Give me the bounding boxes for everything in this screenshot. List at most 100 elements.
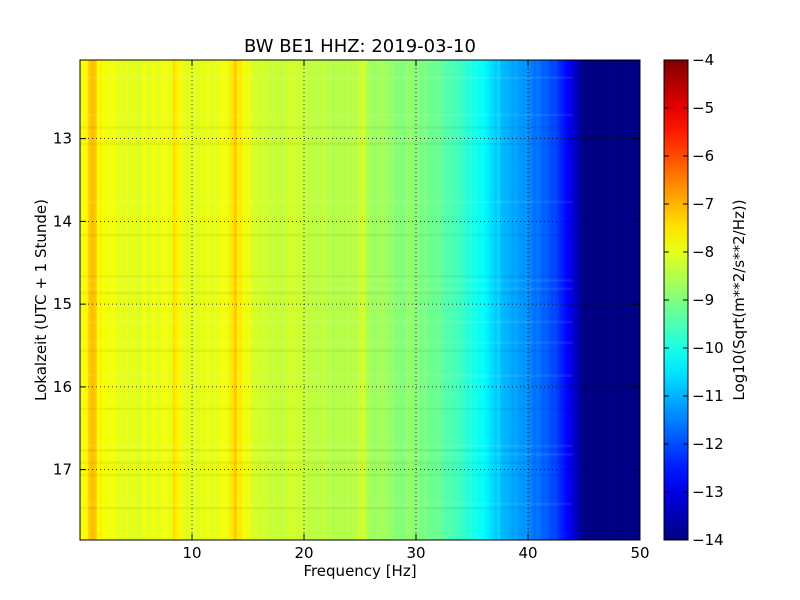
y-tick-label: 13	[53, 130, 72, 148]
heatmap-row-band	[80, 444, 573, 448]
heatmap-cell	[206, 60, 210, 540]
heatmap-cell	[483, 60, 487, 540]
colorbar-tick-label: −11	[692, 387, 724, 405]
heatmap-row-band	[80, 502, 573, 506]
heatmap-cell	[292, 60, 297, 540]
heatmap-cell	[623, 60, 627, 540]
heatmap-cell	[105, 60, 109, 540]
heatmap-cell	[228, 60, 232, 540]
heatmap-cell	[371, 60, 375, 540]
heatmap-cell	[214, 60, 218, 540]
heatmap-cell	[200, 60, 204, 540]
heatmap-row-band	[80, 453, 573, 456]
heatmap-cell	[295, 60, 299, 540]
colorbar-tick-label: −6	[692, 147, 714, 165]
heatmap-row-band	[80, 291, 573, 295]
colorbar-tick-label: −9	[692, 291, 714, 309]
y-tick-label: 14	[53, 212, 72, 230]
heatmap-cell	[152, 60, 157, 540]
heatmap-row-band	[80, 200, 573, 204]
heatmap-cell	[637, 60, 640, 540]
heatmap-cell	[332, 60, 336, 540]
heatmap-cell	[460, 60, 465, 540]
heatmap-cell	[634, 60, 638, 540]
heatmap-cell	[122, 60, 126, 540]
heatmap-cell	[334, 60, 339, 540]
heatmap-cell	[435, 60, 439, 540]
colorbar-tick-label: −4	[692, 51, 714, 69]
heatmap-row-band	[80, 374, 573, 377]
heatmap-cell	[528, 60, 532, 540]
heatmap-cell	[402, 60, 406, 540]
heatmap-cell	[329, 60, 333, 540]
heatmap-cell	[416, 60, 420, 540]
colorbar-ticks: −4 −5 −6 −7 −8 −9 −10 −11 −12 −13 −14	[664, 51, 724, 549]
heatmap-cell	[144, 60, 148, 540]
heatmap-cell	[183, 60, 187, 540]
heatmap-cell	[631, 60, 635, 540]
heatmap-cell	[315, 60, 319, 540]
heatmap-cell	[119, 60, 123, 540]
heatmap-cell	[208, 60, 213, 540]
heatmap-row-band	[80, 113, 573, 117]
chart-title: BW BE1 HHZ: 2019-03-10	[244, 36, 476, 57]
heatmap-cell	[564, 60, 568, 540]
heatmap-cell	[102, 60, 106, 540]
heatmap-cell	[169, 60, 173, 540]
y-tick-label: 15	[53, 295, 72, 313]
heatmap-cell	[505, 60, 509, 540]
heatmap-row-band	[80, 341, 573, 344]
heatmap-cell	[413, 60, 417, 540]
heatmap-cell	[612, 60, 616, 540]
y-tick-label: 17	[53, 461, 72, 479]
heatmap-cell	[567, 60, 571, 540]
y-axis-label: Lokalzeit (UTC + 1 Stunde)	[32, 199, 50, 401]
y-tick-label: 16	[53, 378, 72, 396]
heatmap-row-band	[80, 506, 573, 510]
heatmap-columns	[80, 60, 640, 540]
heatmap-cell	[354, 60, 358, 540]
heatmap-row-band	[80, 126, 573, 129]
heatmap-cell	[558, 60, 563, 540]
plot-area	[80, 60, 640, 540]
heatmap-cell	[253, 60, 257, 540]
heatmap-cell	[547, 60, 551, 540]
heatmap-cell	[620, 60, 624, 540]
heatmap-cell	[304, 60, 308, 540]
heatmap-cell	[309, 60, 313, 540]
heatmap-cell	[362, 60, 367, 540]
heatmap-cell	[519, 60, 523, 540]
heatmap-cell	[178, 60, 182, 540]
heatmap-cell	[110, 60, 115, 540]
heatmap-cell	[175, 60, 179, 540]
heatmap-cell	[284, 60, 288, 540]
heatmap-cell	[511, 60, 515, 540]
heatmap-cell	[225, 60, 229, 540]
heatmap-cell	[351, 60, 355, 540]
heatmap-cell	[480, 60, 484, 540]
heatmap-cell	[522, 60, 526, 540]
heatmap-cell	[312, 60, 316, 540]
heatmap-cell	[281, 60, 285, 540]
heatmap-cell	[138, 60, 143, 540]
heatmap-cell	[276, 60, 280, 540]
heatmap-row-band	[80, 448, 573, 452]
heatmap-cell	[273, 60, 277, 540]
y-axis-ticks: 13 14 15 16 17	[53, 130, 640, 479]
heatmap-cell	[259, 60, 263, 540]
heatmap-cell	[410, 60, 414, 540]
heatmap-cell	[589, 60, 593, 540]
heatmap-cell	[262, 60, 266, 540]
heatmap-cell	[320, 60, 325, 540]
heatmap-cell	[418, 60, 423, 540]
heatmap-cell	[264, 60, 269, 540]
heatmap-cell	[446, 60, 451, 540]
heatmap-cell	[211, 60, 215, 540]
x-tick-label: 40	[518, 544, 537, 562]
heatmap-cell	[82, 60, 87, 540]
heatmap-cell	[236, 60, 241, 540]
heatmap-cell	[360, 60, 364, 540]
heatmap-cell	[365, 60, 369, 540]
heatmap-cell	[606, 60, 610, 540]
